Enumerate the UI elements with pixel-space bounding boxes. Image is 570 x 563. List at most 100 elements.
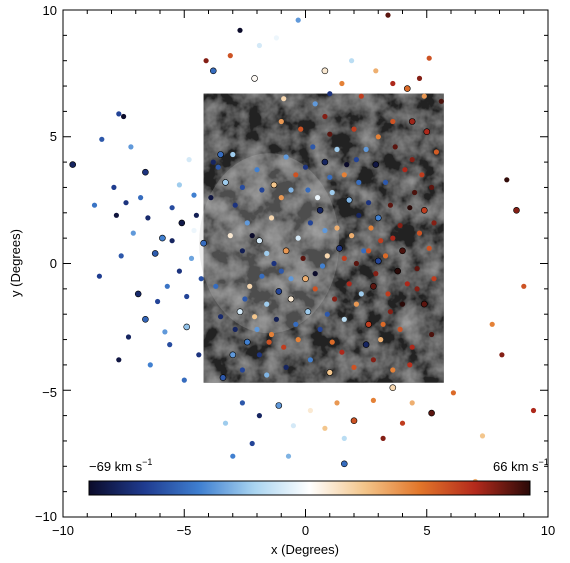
- data-point: [176, 182, 182, 188]
- data-point: [254, 167, 260, 173]
- data-point: [244, 338, 251, 346]
- data-point: [259, 273, 265, 279]
- data-point: [416, 230, 423, 236]
- data-point: [227, 53, 233, 59]
- data-point: [409, 400, 415, 406]
- colorbar-max-label: 66 km s−1: [493, 457, 549, 474]
- data-point: [111, 184, 117, 190]
- data-point: [392, 144, 398, 150]
- data-point: [273, 35, 279, 41]
- data-point: [378, 337, 384, 343]
- data-point: [118, 253, 124, 259]
- data-point: [399, 301, 406, 307]
- nebula-image-texture: [203, 93, 444, 383]
- data-point: [123, 200, 129, 206]
- data-point: [327, 91, 333, 97]
- data-point: [239, 184, 245, 190]
- data-point: [387, 202, 393, 208]
- data-point: [169, 205, 175, 211]
- data-point: [232, 326, 238, 332]
- data-point: [421, 93, 427, 99]
- data-point: [298, 126, 304, 132]
- colorbar: −69 km s−1 66 km s−1: [88, 457, 549, 496]
- data-point: [312, 286, 318, 292]
- data-point: [300, 255, 306, 261]
- data-point: [327, 131, 333, 137]
- data-point: [312, 101, 318, 107]
- data-point: [288, 276, 294, 282]
- data-point: [230, 151, 236, 158]
- data-point: [380, 435, 386, 441]
- data-point: [239, 248, 245, 254]
- data-point: [374, 214, 382, 222]
- data-point: [370, 357, 376, 363]
- data-point: [278, 195, 284, 201]
- data-point: [341, 316, 347, 322]
- data-point: [307, 407, 313, 414]
- data-point: [315, 195, 321, 201]
- data-point: [256, 42, 262, 49]
- data-point: [336, 245, 343, 252]
- data-point: [382, 179, 389, 185]
- data-point: [128, 144, 134, 150]
- data-point: [96, 273, 102, 279]
- data-point: [397, 326, 403, 332]
- data-point: [420, 207, 428, 214]
- data-point: [164, 283, 170, 289]
- data-point: [281, 96, 287, 102]
- data-point: [322, 113, 328, 120]
- data-point: [429, 331, 435, 338]
- data-point: [312, 271, 318, 277]
- data-point: [513, 207, 520, 214]
- data-point: [358, 291, 364, 297]
- data-point: [402, 167, 408, 173]
- data-point: [370, 397, 376, 403]
- data-point: [404, 281, 410, 287]
- data-point: [319, 263, 326, 269]
- data-point: [121, 113, 127, 120]
- data-point: [162, 329, 168, 335]
- data-point: [210, 67, 217, 75]
- data-point: [125, 334, 132, 340]
- data-point: [264, 372, 270, 378]
- data-point: [382, 253, 389, 259]
- data-point: [385, 291, 391, 297]
- data-point: [219, 374, 227, 381]
- data-point: [322, 425, 328, 431]
- data-point: [270, 181, 278, 189]
- data-point: [365, 320, 372, 328]
- data-point: [249, 440, 255, 447]
- data-point: [346, 281, 352, 287]
- data-point: [414, 266, 420, 272]
- data-point: [450, 390, 456, 396]
- y-tick-label-3: 5: [50, 129, 57, 144]
- data-point: [390, 367, 396, 373]
- data-point: [188, 255, 195, 261]
- data-point: [362, 341, 370, 348]
- data-point: [145, 215, 151, 221]
- data-point: [394, 267, 402, 275]
- data-point: [285, 453, 292, 459]
- data-point: [324, 311, 330, 317]
- data-point: [134, 290, 142, 298]
- data-point: [278, 118, 284, 125]
- data-point: [295, 17, 301, 23]
- data-point: [412, 189, 418, 196]
- data-point: [256, 413, 262, 419]
- data-point: [239, 400, 245, 406]
- data-point: [138, 195, 144, 201]
- x-axis-label: x (Degrees): [271, 542, 339, 557]
- data-point: [252, 314, 258, 320]
- data-point: [324, 253, 330, 259]
- data-point: [293, 321, 299, 327]
- data-point: [275, 288, 283, 295]
- colorbar-bar: [88, 480, 531, 496]
- data-point: [341, 255, 347, 261]
- y-axis-label: y (Degrees): [8, 229, 23, 297]
- data-point: [99, 136, 105, 142]
- data-point: [409, 344, 415, 350]
- data-point: [259, 187, 265, 193]
- x-tick-label-4: 10: [541, 523, 555, 538]
- data-point: [372, 161, 380, 168]
- data-point: [254, 326, 260, 332]
